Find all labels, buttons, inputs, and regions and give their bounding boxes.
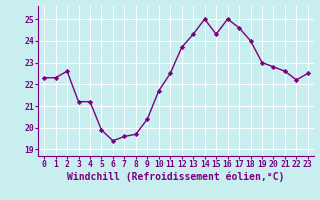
X-axis label: Windchill (Refroidissement éolien,°C): Windchill (Refroidissement éolien,°C) [67,172,285,182]
